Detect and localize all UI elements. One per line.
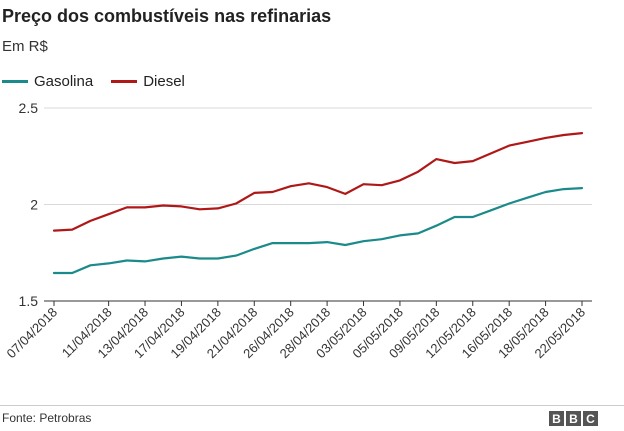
legend-swatch-diesel — [111, 80, 138, 83]
data-point-gasolina — [126, 259, 128, 262]
data-point-gasolina — [544, 191, 547, 193]
data-point-diesel — [362, 183, 365, 186]
y-tick-label: 2.5 — [19, 100, 39, 116]
data-point-gasolina — [162, 257, 165, 260]
data-point-diesel — [435, 158, 438, 160]
source-note: Fonte: Petrobras — [2, 411, 92, 425]
legend-label-gasolina: Gasolina — [34, 73, 94, 90]
data-point-diesel — [126, 206, 128, 209]
bbc-logo-block: B — [549, 411, 564, 426]
data-point-gasolina — [326, 241, 328, 243]
data-point-diesel — [107, 213, 110, 215]
data-point-diesel — [289, 185, 292, 187]
data-point-gasolina — [71, 272, 74, 274]
footer-divider — [0, 405, 624, 406]
series-line-diesel — [52, 132, 584, 232]
legend-swatch-gasolina — [2, 80, 28, 83]
data-point-diesel — [526, 140, 529, 143]
legend-label-diesel: Diesel — [143, 73, 185, 90]
legend-item-diesel: Diesel — [111, 73, 185, 90]
data-point-gasolina — [453, 216, 456, 218]
data-point-diesel — [471, 160, 474, 162]
data-point-gasolina — [180, 255, 183, 258]
data-point-gasolina — [344, 244, 347, 246]
legend: Gasolina Diesel — [2, 73, 203, 90]
data-point-diesel — [253, 192, 256, 194]
data-point-diesel — [399, 179, 401, 182]
data-point-gasolina — [471, 216, 474, 218]
bbc-logo: B B C — [547, 411, 598, 426]
data-point-diesel — [562, 134, 565, 136]
data-point-diesel — [308, 182, 310, 185]
legend-item-gasolina: Gasolina — [2, 73, 93, 90]
x-tick-label: 07/04/2018 — [3, 305, 60, 362]
chart-subtitle: Em R$ — [2, 38, 48, 55]
data-point-gasolina — [380, 238, 383, 241]
data-point-gasolina — [417, 232, 419, 235]
data-point-diesel — [508, 144, 510, 147]
data-point-diesel — [271, 191, 274, 193]
data-point-gasolina — [89, 264, 92, 267]
data-point-diesel — [326, 186, 328, 188]
data-point-diesel — [380, 184, 383, 186]
data-point-diesel — [544, 137, 547, 139]
data-point-gasolina — [235, 254, 237, 257]
data-point-gasolina — [144, 260, 146, 263]
data-point-gasolina — [526, 196, 529, 199]
data-point-gasolina — [508, 202, 510, 205]
data-point-diesel — [198, 208, 201, 211]
data-point-gasolina — [562, 188, 565, 190]
data-point-gasolina — [217, 257, 219, 260]
data-point-diesel — [417, 170, 419, 173]
data-point-diesel — [490, 152, 492, 155]
data-point-diesel — [53, 229, 55, 232]
data-point-gasolina — [581, 187, 583, 189]
bbc-logo-block: C — [583, 411, 598, 426]
line-chart: 1.522.507/04/201811/04/201813/04/201817/… — [3, 100, 592, 362]
data-point-gasolina — [490, 209, 492, 212]
data-point-diesel — [71, 228, 74, 231]
data-point-gasolina — [289, 242, 292, 244]
data-point-diesel — [89, 220, 92, 222]
data-point-gasolina — [198, 257, 201, 260]
y-tick-label: 1.5 — [19, 293, 39, 309]
data-point-diesel — [217, 207, 219, 210]
data-point-gasolina — [253, 248, 256, 250]
data-point-diesel — [144, 206, 146, 209]
series-line-gasolina — [52, 187, 584, 275]
data-point-gasolina — [107, 262, 110, 265]
data-point-gasolina — [53, 272, 55, 274]
data-point-gasolina — [435, 224, 438, 227]
data-point-diesel — [581, 132, 583, 134]
data-point-gasolina — [271, 242, 274, 244]
chart-title: Preço dos combustíveis nas refinarias — [2, 6, 332, 26]
y-tick-label: 2 — [30, 197, 38, 213]
data-point-diesel — [162, 204, 165, 207]
data-point-diesel — [344, 193, 347, 195]
data-point-gasolina — [399, 234, 401, 237]
data-point-diesel — [180, 205, 183, 208]
data-point-gasolina — [362, 240, 365, 242]
data-point-diesel — [235, 202, 237, 205]
data-point-diesel — [453, 162, 456, 164]
bbc-logo-block: B — [566, 411, 581, 426]
data-point-gasolina — [308, 242, 310, 244]
